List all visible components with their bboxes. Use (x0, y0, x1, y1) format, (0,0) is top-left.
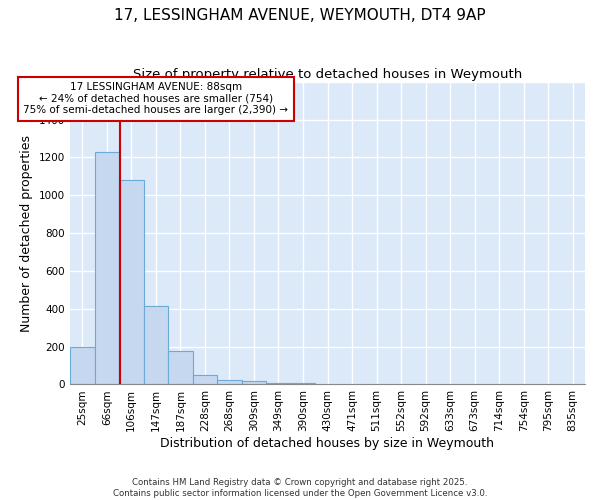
Text: 17 LESSINGHAM AVENUE: 88sqm
← 24% of detached houses are smaller (754)
75% of se: 17 LESSINGHAM AVENUE: 88sqm ← 24% of det… (23, 82, 289, 116)
Y-axis label: Number of detached properties: Number of detached properties (20, 134, 34, 332)
Text: 17, LESSINGHAM AVENUE, WEYMOUTH, DT4 9AP: 17, LESSINGHAM AVENUE, WEYMOUTH, DT4 9AP (114, 8, 486, 22)
Text: Contains HM Land Registry data © Crown copyright and database right 2025.
Contai: Contains HM Land Registry data © Crown c… (113, 478, 487, 498)
Bar (217, 380, 242, 384)
Title: Size of property relative to detached houses in Weymouth: Size of property relative to detached ho… (133, 68, 522, 80)
Bar (291, 383, 315, 384)
X-axis label: Distribution of detached houses by size in Weymouth: Distribution of detached houses by size … (161, 437, 494, 450)
Bar (95, 152, 119, 384)
Bar (168, 352, 193, 384)
Bar (70, 346, 95, 385)
Bar (143, 306, 168, 384)
Bar (266, 382, 291, 384)
Bar (119, 180, 143, 384)
Bar (242, 381, 266, 384)
Bar (193, 375, 217, 384)
